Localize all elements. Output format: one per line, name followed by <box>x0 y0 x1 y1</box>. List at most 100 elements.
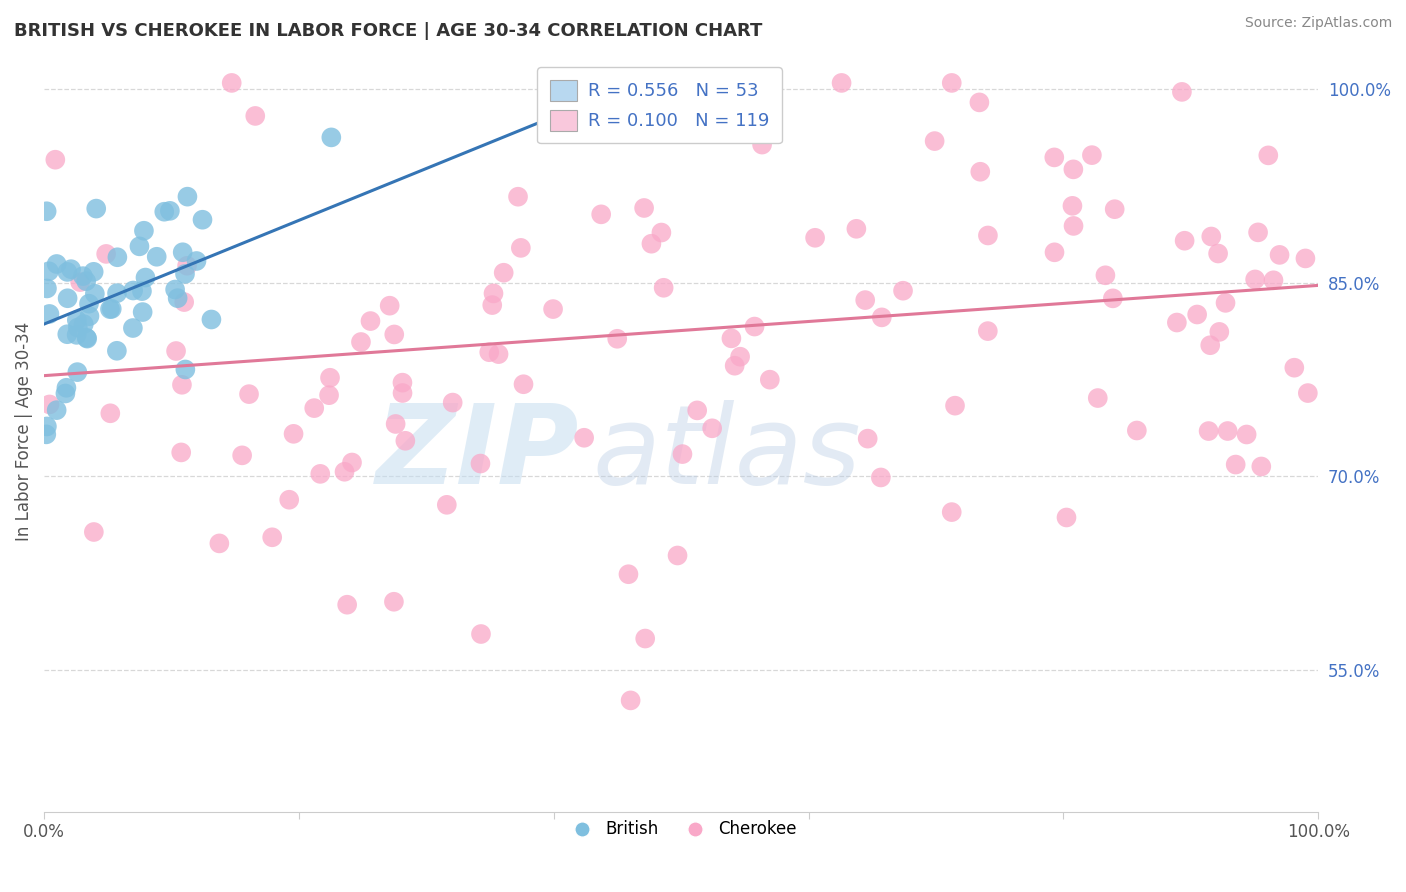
Point <box>891 284 914 298</box>
Point <box>1062 199 1084 213</box>
Point <box>509 241 531 255</box>
Point <box>83 286 105 301</box>
Point <box>309 467 332 481</box>
Point <box>1208 325 1230 339</box>
Point <box>1198 424 1220 438</box>
Point <box>1171 85 1194 99</box>
Point <box>66 313 89 327</box>
Point <box>591 207 613 221</box>
Point <box>122 284 145 298</box>
Point <box>1166 316 1188 330</box>
Point <box>1087 391 1109 405</box>
Point <box>302 401 325 416</box>
Point <box>1094 268 1116 283</box>
Point <box>278 492 301 507</box>
Point <box>384 417 406 431</box>
Point <box>1216 424 1239 438</box>
Point <box>69 275 91 289</box>
Point <box>131 305 153 319</box>
Point <box>470 457 492 471</box>
Point <box>35 419 58 434</box>
Point <box>38 397 60 411</box>
Point <box>1102 291 1125 305</box>
Point <box>238 387 260 401</box>
Point <box>145 250 167 264</box>
Point <box>1225 458 1247 472</box>
Point <box>186 254 208 268</box>
Point <box>76 332 98 346</box>
Point <box>941 505 963 519</box>
Y-axis label: In Labor Force | Age 30-34: In Labor Force | Age 30-34 <box>15 321 32 541</box>
Point <box>541 301 564 316</box>
Point <box>174 362 197 376</box>
Point <box>977 228 1000 243</box>
Point <box>977 324 1000 338</box>
Point <box>200 312 222 326</box>
Point <box>391 376 413 390</box>
Point <box>941 76 963 90</box>
Point <box>83 265 105 279</box>
Point <box>340 456 363 470</box>
Point <box>1104 202 1126 217</box>
Point <box>56 265 79 279</box>
Point <box>470 627 492 641</box>
Point <box>572 431 595 445</box>
Point <box>634 632 657 646</box>
Point <box>319 370 342 384</box>
Point <box>65 327 87 342</box>
Point <box>165 344 187 359</box>
Point <box>1201 229 1223 244</box>
Point <box>84 202 107 216</box>
Point <box>221 76 243 90</box>
Point <box>1062 162 1084 177</box>
Point <box>720 331 742 345</box>
Point <box>650 226 672 240</box>
Text: Source: ZipAtlas.com: Source: ZipAtlas.com <box>1244 16 1392 30</box>
Point <box>55 386 77 401</box>
Point <box>394 434 416 448</box>
Point <box>1263 273 1285 287</box>
Point <box>382 595 405 609</box>
Point <box>105 343 128 358</box>
Point <box>702 421 724 435</box>
Point <box>105 286 128 301</box>
Point <box>174 267 197 281</box>
Point <box>1250 459 1272 474</box>
Point <box>482 286 505 301</box>
Point <box>478 345 501 359</box>
Point <box>924 134 946 148</box>
Point <box>492 266 515 280</box>
Point <box>744 319 766 334</box>
Point <box>1244 272 1267 286</box>
Point <box>943 399 966 413</box>
Text: BRITISH VS CHEROKEE IN LABOR FORCE | AGE 30-34 CORRELATION CHART: BRITISH VS CHEROKEE IN LABOR FORCE | AGE… <box>14 22 762 40</box>
Point <box>751 137 773 152</box>
Point <box>321 130 343 145</box>
Point <box>845 222 868 236</box>
Point <box>666 549 689 563</box>
Point <box>75 274 97 288</box>
Point <box>35 427 58 442</box>
Point <box>191 212 214 227</box>
Point <box>122 321 145 335</box>
Point <box>856 432 879 446</box>
Point <box>441 395 464 409</box>
Point <box>170 445 193 459</box>
Point <box>77 296 100 310</box>
Point <box>165 283 187 297</box>
Point <box>60 262 83 277</box>
Point <box>44 153 66 167</box>
Point <box>336 598 359 612</box>
Point <box>98 406 121 420</box>
Point <box>1284 360 1306 375</box>
Point <box>617 567 640 582</box>
Point <box>686 403 709 417</box>
Text: atlas: atlas <box>592 401 860 508</box>
Point <box>1043 150 1066 164</box>
Point <box>1056 510 1078 524</box>
Point <box>1296 386 1319 401</box>
Point <box>45 257 67 271</box>
Point <box>512 377 534 392</box>
Point <box>38 307 60 321</box>
Point <box>318 388 340 402</box>
